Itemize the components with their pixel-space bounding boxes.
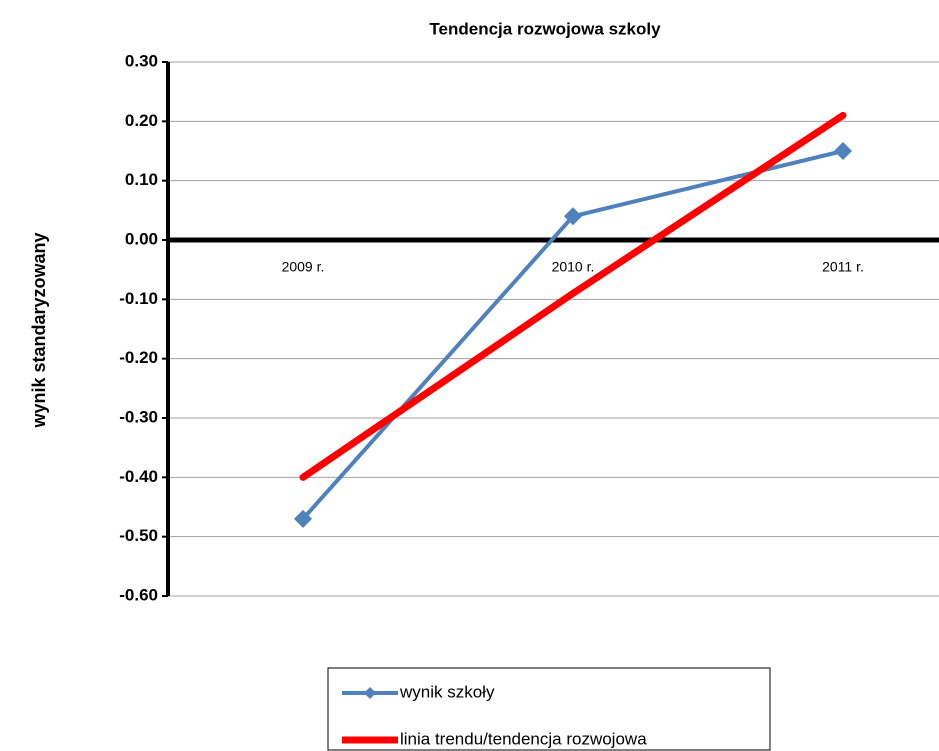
legend-label: linia trendu/tendencja rozwojowa [400,729,647,748]
x-tick-label: 2011 r. [822,259,864,275]
legend-label: wynik szkoły [399,682,495,701]
y-tick-label: -0.10 [119,289,158,308]
y-tick-label: -0.60 [119,585,158,604]
legend-box [327,667,771,751]
data-point [834,142,852,160]
series-line [299,111,847,481]
y-tick-label: 0.30 [125,51,158,70]
legend-marker [364,687,376,699]
y-tick-label: -0.40 [119,467,158,486]
series-line [301,149,845,521]
data-point [564,207,582,226]
data-point [294,509,312,528]
chart-title: Tendencja rozwojowa szkoly [429,19,661,38]
y-tick-label: -0.20 [119,348,158,367]
y-tick-label: 0.10 [125,170,158,189]
y-tick-label: -0.50 [119,526,158,545]
x-tick-label: 2009 r. [282,259,325,275]
y-tick-label: 0.00 [125,229,158,248]
x-tick-label: 2010 r. [552,259,595,275]
y-tick-label: 0.20 [125,111,158,130]
y-tick-label: -0.30 [119,407,158,426]
y-axis-label: wynik standaryzowany [29,232,49,428]
